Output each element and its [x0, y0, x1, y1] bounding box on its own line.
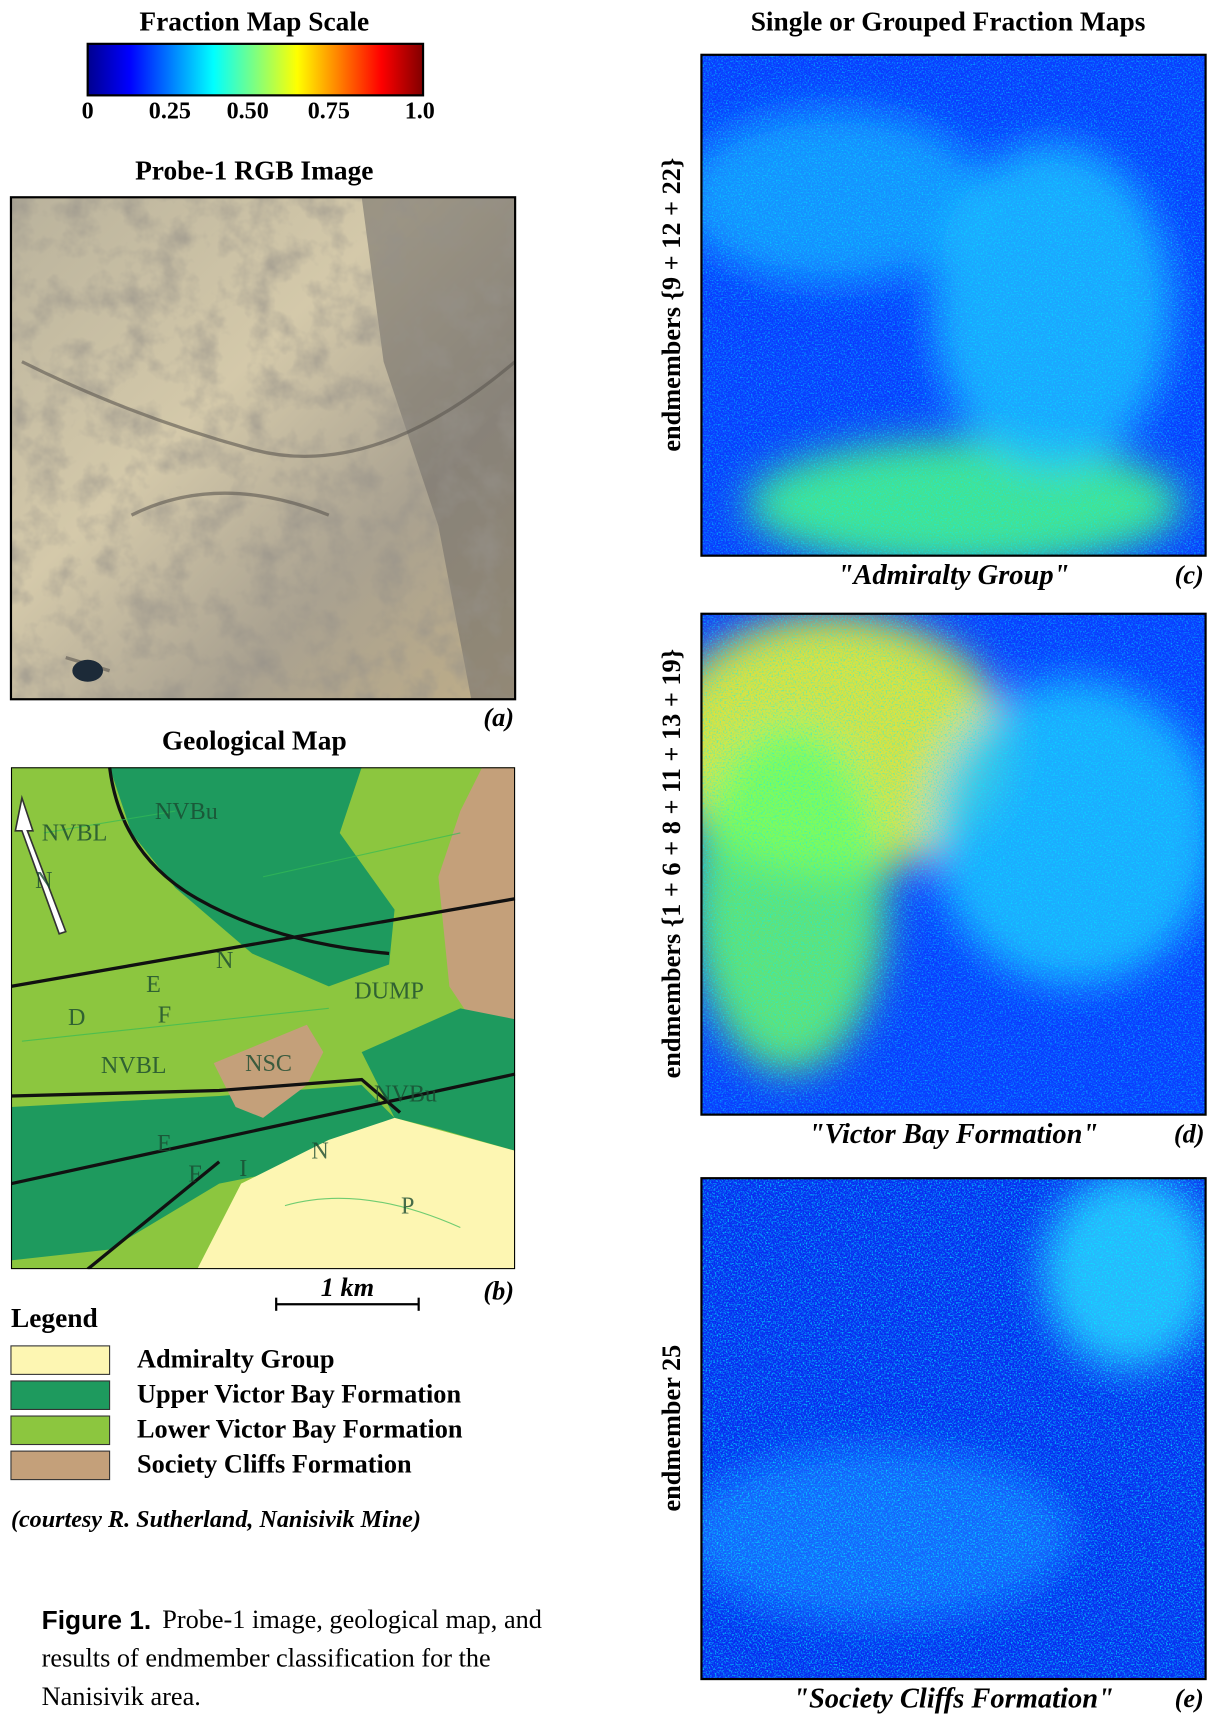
scale-tick-label: 0.75: [308, 98, 350, 124]
figure-label: Figure 1.: [42, 1605, 152, 1635]
map-label: E: [146, 972, 161, 998]
map-label: DUMP: [354, 979, 424, 1005]
map-label: F: [158, 1003, 171, 1029]
map-label: D: [68, 1005, 85, 1031]
map-shape: [72, 660, 103, 682]
legend-label: Society Cliffs Formation: [137, 1449, 412, 1478]
fraction-image: [680, 1173, 1217, 1679]
map-label: N: [216, 948, 233, 974]
scale-tick-label: 0.25: [149, 98, 191, 124]
fraction-map: endmembers {1 + 6 + 8 + 11 + 13 + 19} "Vi…: [657, 614, 1216, 1150]
fraction-maps: endmembers {9 + 12 + 22} "Admiralty Group…: [657, 55, 1216, 1715]
map-label: NVBL: [101, 1053, 167, 1079]
side-label: endmembers {9 + 12 + 22}: [657, 158, 686, 452]
map-label: NSC: [245, 1051, 292, 1077]
fraction-image: [680, 55, 1206, 570]
map-label: I: [239, 1156, 247, 1182]
figure-caption-line: Nanisivik area.: [42, 1682, 201, 1711]
panel-tag: (c): [1175, 561, 1204, 590]
side-label: endmembers {1 + 6 + 8 + 11 + 13 + 19}: [657, 649, 686, 1078]
map-caption: "Society Cliffs Formation": [793, 1684, 1114, 1715]
scale-tick-label: 1.0: [405, 98, 435, 124]
scale-bar-label: 1 km: [321, 1273, 374, 1302]
map-speckle: [701, 614, 1205, 1115]
figure-caption-line: results of endmember classification for …: [42, 1643, 491, 1672]
scale-ticks: 0 0.25 0.50 0.75 1.0: [82, 98, 435, 124]
fraction-map: endmember 25 "Society Cliffs Formation" (e…: [657, 1173, 1216, 1715]
map-label: NVBL: [42, 821, 108, 847]
legend-label: Upper Victor Bay Formation: [137, 1379, 461, 1408]
scale-tick-label: 0: [82, 98, 94, 124]
map-caption: "Admiralty Group": [838, 560, 1070, 591]
scale-title: Fraction Map Scale: [139, 6, 369, 36]
rgb-title: Probe-1 RGB Image: [135, 155, 373, 185]
panel-tag: (b): [483, 1276, 514, 1305]
legend-swatch: [11, 1451, 110, 1479]
map-speckle: [701, 1178, 1205, 1679]
panel-tag: (d): [1174, 1120, 1205, 1149]
legend-label: Lower Victor Bay Formation: [137, 1414, 463, 1443]
side-label: endmember 25: [657, 1345, 686, 1512]
map-caption: "Victor Bay Formation": [809, 1119, 1099, 1150]
map-label: F: [188, 1162, 201, 1188]
legend-swatch: [11, 1416, 110, 1444]
map-label: N: [311, 1139, 328, 1165]
legend-swatch: [11, 1346, 110, 1374]
map-label: NVBu: [155, 799, 218, 825]
fraction-map: endmembers {9 + 12 + 22} "Admiralty Group…: [657, 55, 1206, 591]
credit: (courtesy R. Sutherland, Nanisivik Mine): [11, 1507, 421, 1533]
map-label: NVBu: [374, 1082, 437, 1108]
rgb-image: [11, 197, 515, 699]
panel-tag: (a): [483, 703, 514, 732]
geo-title: Geological Map: [162, 725, 347, 755]
colorbar: [88, 44, 423, 96]
scale-tick-label: 0.50: [227, 98, 269, 124]
caption-text: Probe-1 image, geological map, and: [162, 1605, 542, 1634]
figure: Fraction Map Scale 0 0.25 0.50 0.75 1.0 Prob…: [0, 0, 1217, 1718]
fraction-title: Single or Grouped Fraction Maps: [751, 6, 1146, 36]
fraction-image: [658, 614, 1217, 1115]
map-shape: [11, 197, 515, 699]
page: Figure 1 { "scale": {"title": "Fraction …: [0, 0, 1217, 1718]
legend: Admiralty Group Upper Victor Bay Formatio…: [11, 1344, 463, 1479]
map-speckle: [701, 55, 1205, 556]
map-label: E: [157, 1131, 172, 1157]
figure-caption-line: Figure 1. Probe-1 image, geological map, …: [42, 1605, 542, 1635]
map-label: N: [35, 868, 52, 894]
body: Fraction Map Scale 0 0.25 0.50 0.75 1.0 Prob…: [0, 0, 1217, 1718]
map-label: P: [401, 1193, 414, 1219]
legend-swatch: [11, 1381, 110, 1409]
figure-layout: Fraction Map Scale 0 0.25 0.50 0.75 1.0 Prob…: [11, 6, 1217, 1714]
panel-tag: (e): [1175, 1684, 1204, 1713]
legend-title: Legend: [11, 1303, 98, 1333]
legend-label: Admiralty Group: [137, 1344, 334, 1373]
